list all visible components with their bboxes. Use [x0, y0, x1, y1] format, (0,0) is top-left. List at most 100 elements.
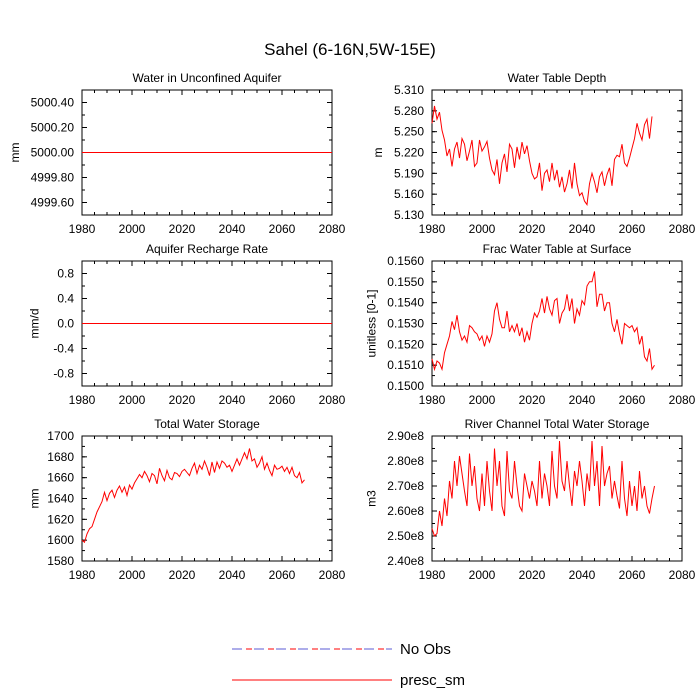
y-tick-label: -0.4 — [53, 342, 74, 356]
x-tick-label: 2040 — [569, 568, 596, 582]
x-tick-label: 2000 — [469, 568, 496, 582]
x-tick-label: 2060 — [269, 568, 296, 582]
chart-title: Water Table Depth — [508, 71, 607, 85]
y-tick-label: 0.1550 — [387, 275, 424, 289]
legend: No Obs presc_sm — [232, 641, 465, 689]
y-tick-label: 2.80e8 — [387, 454, 424, 468]
x-tick-label: 2020 — [519, 568, 546, 582]
series-line-presc_sm — [81, 448, 305, 544]
y-tick-label: 0.1540 — [387, 296, 424, 310]
x-tick-label: 2040 — [219, 393, 246, 407]
y-tick-label: 5.130 — [394, 208, 424, 222]
x-tick-label: 1980 — [69, 222, 96, 236]
x-tick-label: 2040 — [569, 222, 596, 236]
chart-title: Water in Unconfined Aquifer — [133, 71, 282, 85]
y-tick-label: 0.4 — [57, 292, 74, 306]
x-tick-label: 2000 — [119, 393, 146, 407]
x-tick-label: 2020 — [519, 222, 546, 236]
x-tick-label: 2020 — [169, 568, 196, 582]
y-tick-label: 4999.60 — [31, 196, 75, 210]
x-tick-label: 2000 — [469, 222, 496, 236]
plot-frame — [81, 435, 333, 562]
chart-panel-3: Frac Water Table at Surface 1980 2000 2020 2… — [365, 242, 696, 407]
y-axis-label: m — [371, 148, 385, 158]
chart-panel-4: Total Water Storage 1980 2000 2020 2040 2060 2… — [27, 417, 345, 582]
y-tick-label: 2.90e8 — [387, 429, 424, 443]
x-tick-label: 2060 — [269, 222, 296, 236]
y-tick-label: 0.8 — [57, 267, 74, 281]
legend-label-no-obs: No Obs — [400, 641, 451, 658]
y-tick-label: 0.1520 — [387, 337, 424, 351]
y-axis-label: mm — [27, 489, 41, 509]
y-tick-label: 0.0 — [57, 317, 74, 331]
x-tick-label: 2060 — [619, 393, 646, 407]
series-line-presc_sm — [431, 105, 653, 206]
x-tick-label: 2080 — [319, 568, 346, 582]
y-tick-label: 0.1510 — [387, 358, 424, 372]
chart-panel-5: River Channel Total Water Storage 1980 200… — [365, 417, 696, 582]
x-tick-label: 1980 — [419, 568, 446, 582]
chart-panel-0: Water in Unconfined Aquifer 1980 2000 2020 2… — [8, 71, 345, 236]
y-tick-label: 1580 — [47, 554, 74, 568]
y-axis-label: mm/d — [27, 309, 41, 339]
plot-frame — [431, 260, 683, 387]
x-tick-label: 2040 — [569, 393, 596, 407]
x-tick-label: 2020 — [519, 393, 546, 407]
x-tick-label: 2060 — [619, 222, 646, 236]
chart-title: River Channel Total Water Storage — [465, 417, 650, 431]
y-tick-label: 5.280 — [394, 104, 424, 118]
x-tick-label: 2080 — [669, 222, 696, 236]
y-tick-label: 5.160 — [394, 187, 424, 201]
x-tick-label: 2080 — [669, 393, 696, 407]
y-tick-label: 4999.80 — [31, 171, 75, 185]
y-axis-label: m3 — [365, 490, 379, 507]
series-line-presc_sm — [431, 271, 655, 372]
y-tick-label: 1600 — [47, 533, 74, 547]
x-tick-label: 2020 — [169, 222, 196, 236]
y-tick-label: 1660 — [47, 471, 74, 485]
x-tick-label: 1980 — [69, 568, 96, 582]
y-tick-label: 0.1560 — [387, 254, 424, 268]
x-tick-label: 2000 — [119, 222, 146, 236]
y-tick-label: 0.1530 — [387, 317, 424, 331]
y-axis-label: mm — [8, 143, 22, 163]
y-tick-label: 5.250 — [394, 125, 424, 139]
page-title: Sahel (6-16N,5W-15E) — [264, 40, 436, 59]
chart-panel-1: Water Table Depth 1980 2000 2020 2040 2060 208… — [371, 71, 696, 236]
x-tick-label: 2080 — [669, 568, 696, 582]
y-tick-label: 2.40e8 — [387, 554, 424, 568]
x-tick-label: 2060 — [269, 393, 296, 407]
legend-label-presc-sm: presc_sm — [400, 672, 465, 689]
y-tick-label: 5.220 — [394, 146, 424, 160]
series-line-presc_sm — [431, 440, 655, 537]
y-tick-label: 5000.40 — [31, 96, 75, 110]
x-tick-label: 1980 — [419, 222, 446, 236]
y-tick-label: 2.50e8 — [387, 529, 424, 543]
x-tick-label: 2020 — [169, 393, 196, 407]
x-tick-label: 2000 — [119, 568, 146, 582]
x-tick-label: 2040 — [219, 568, 246, 582]
panels: Water in Unconfined Aquifer 1980 2000 2020 2… — [8, 71, 695, 582]
y-tick-label: 5.190 — [394, 166, 424, 180]
y-tick-label: 0.1500 — [387, 379, 424, 393]
x-tick-label: 2040 — [219, 222, 246, 236]
x-tick-label: 1980 — [69, 393, 96, 407]
y-tick-label: 5000.20 — [31, 121, 75, 135]
y-tick-label: 2.70e8 — [387, 479, 424, 493]
y-tick-label: 5000.00 — [31, 146, 75, 160]
chart-title: Aquifer Recharge Rate — [146, 242, 268, 256]
y-axis-label: unitless [0-1] — [365, 289, 379, 357]
chart-title: Frac Water Table at Surface — [483, 242, 632, 256]
x-tick-label: 2080 — [319, 393, 346, 407]
chart-title: Total Water Storage — [154, 417, 260, 431]
chart-panel-2: Aquifer Recharge Rate 1980 2000 2020 2040 206… — [27, 242, 345, 407]
y-tick-label: 1700 — [47, 429, 74, 443]
y-tick-label: 1680 — [47, 450, 74, 464]
x-tick-label: 2080 — [319, 222, 346, 236]
x-tick-label: 2000 — [469, 393, 496, 407]
y-tick-label: 2.60e8 — [387, 504, 424, 518]
x-tick-label: 1980 — [419, 393, 446, 407]
x-tick-label: 2060 — [619, 568, 646, 582]
y-tick-label: 5.310 — [394, 83, 424, 97]
